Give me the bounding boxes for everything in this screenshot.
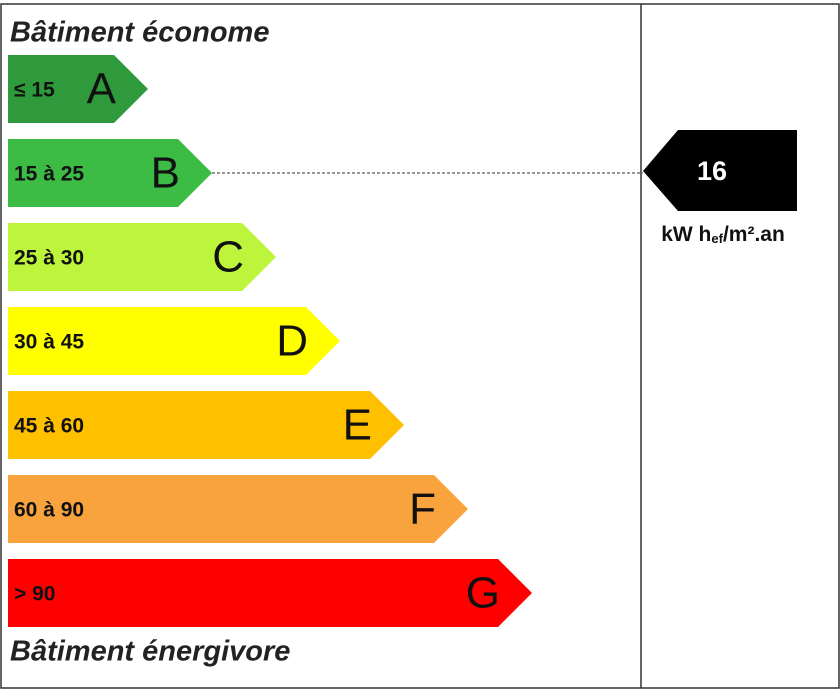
class-bar [8, 139, 212, 207]
class-range: 45 à 60 [14, 415, 84, 438]
indicator-value: 16 [697, 156, 727, 186]
class-bar [8, 307, 340, 375]
class-bar [8, 55, 148, 123]
class-range: ≤ 15 [14, 79, 55, 102]
class-bar [8, 475, 468, 543]
class-bar [8, 559, 532, 627]
class-letter: E [343, 401, 372, 450]
class-letter: F [409, 485, 436, 534]
frame [0, 3, 840, 689]
unit-rest: /m².an [723, 223, 785, 246]
indicator-unit: kW hef/m².an [661, 223, 785, 247]
class-range: 60 à 90 [14, 499, 84, 522]
class-letter: A [87, 65, 117, 114]
class-letter: D [276, 317, 308, 366]
class-letter: C [212, 233, 244, 282]
class-letter: G [466, 569, 500, 618]
classes: ≤ 15 A 15 à 25 B 25 à 30 C 30 à 45 D 45 à 60 E 60 … [8, 55, 532, 627]
class-range: 25 à 30 [14, 247, 84, 270]
unit-main: kW h [661, 223, 711, 246]
class-range: 30 à 45 [14, 331, 84, 354]
class-bar [8, 391, 404, 459]
header-title: Bâtiment économe [10, 17, 269, 49]
indicator-arrow [643, 130, 797, 211]
class-letter: B [151, 149, 180, 198]
class-range: > 90 [14, 583, 55, 606]
unit-sub: ef [711, 231, 723, 246]
class-range: 15 à 25 [14, 163, 84, 186]
footer-title: Bâtiment énergivore [10, 636, 290, 668]
class-bar [8, 223, 276, 291]
